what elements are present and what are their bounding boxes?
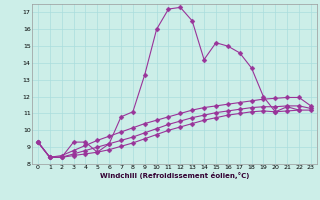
X-axis label: Windchill (Refroidissement éolien,°C): Windchill (Refroidissement éolien,°C) [100, 172, 249, 179]
